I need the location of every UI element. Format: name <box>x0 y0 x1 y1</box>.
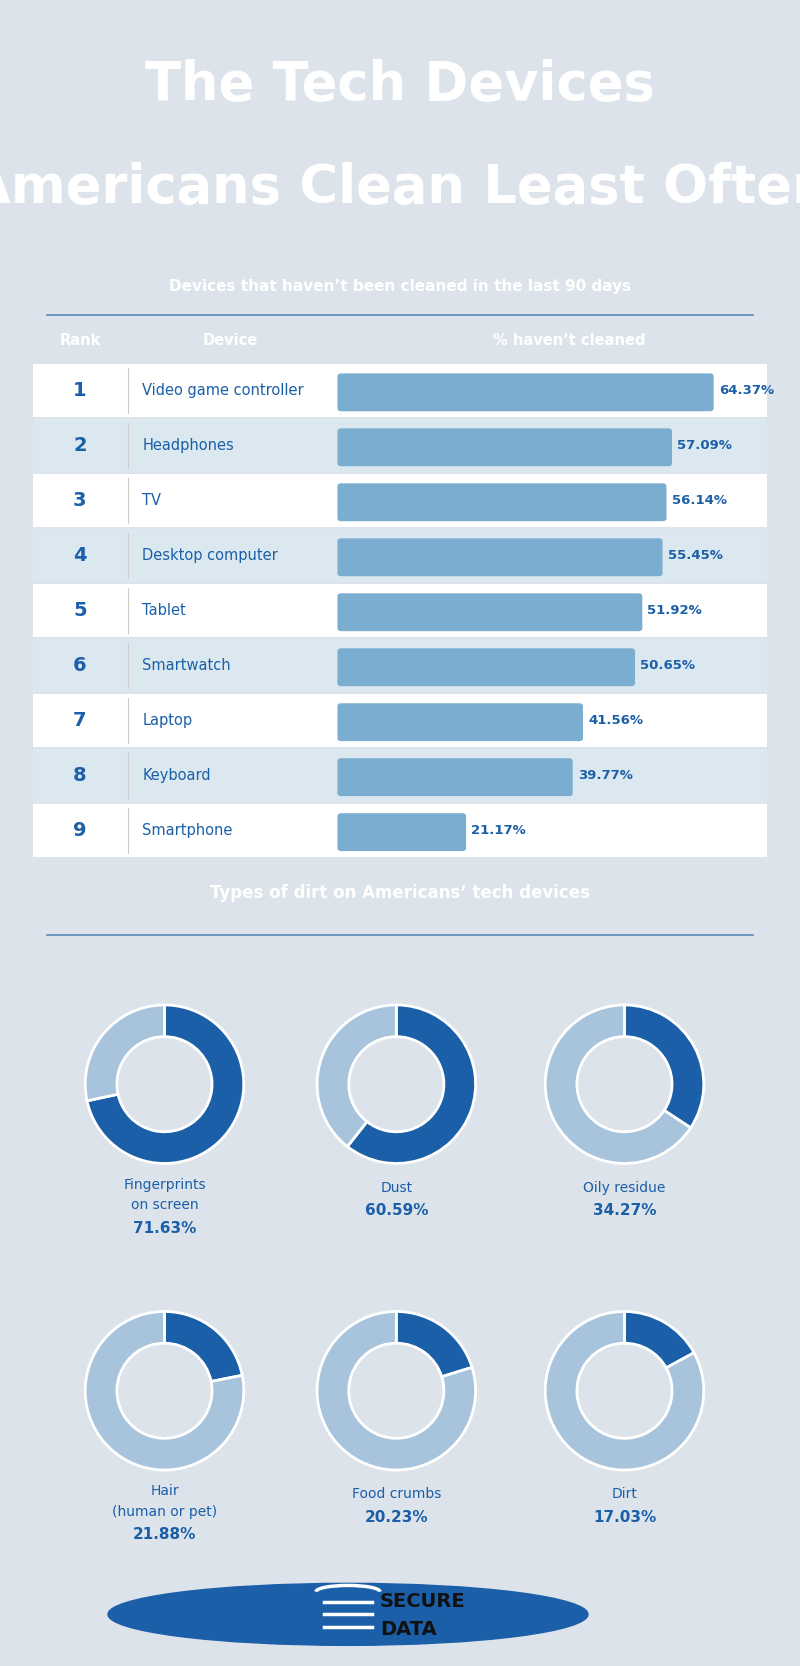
Text: Types of dirt on Americans’ tech devices: Types of dirt on Americans’ tech devices <box>210 883 590 901</box>
Text: Oily residue: Oily residue <box>583 1181 666 1195</box>
Text: Devices that haven’t been cleaned in the last 90 days: Devices that haven’t been cleaned in the… <box>169 280 631 295</box>
FancyBboxPatch shape <box>338 758 573 796</box>
FancyBboxPatch shape <box>33 530 767 581</box>
Text: 64.37%: 64.37% <box>719 385 774 397</box>
FancyBboxPatch shape <box>338 593 642 631</box>
Text: Food crumbs: Food crumbs <box>352 1488 441 1501</box>
FancyBboxPatch shape <box>338 703 583 741</box>
Text: on screen: on screen <box>130 1198 198 1213</box>
Text: 41.56%: 41.56% <box>588 715 643 726</box>
Text: The Tech Devices: The Tech Devices <box>145 58 655 110</box>
Text: 4: 4 <box>73 546 86 565</box>
Text: 21.17%: 21.17% <box>471 825 526 836</box>
Wedge shape <box>317 1005 396 1146</box>
Wedge shape <box>317 1311 475 1469</box>
Text: Device: Device <box>203 333 258 348</box>
FancyBboxPatch shape <box>338 648 635 686</box>
FancyBboxPatch shape <box>338 813 466 851</box>
FancyBboxPatch shape <box>33 420 767 471</box>
FancyBboxPatch shape <box>338 428 672 466</box>
Text: 50.65%: 50.65% <box>640 660 695 671</box>
Text: Video game controller: Video game controller <box>142 383 304 398</box>
Text: Keyboard: Keyboard <box>142 768 211 783</box>
FancyBboxPatch shape <box>33 695 767 746</box>
Wedge shape <box>546 1005 690 1163</box>
Text: 60.59%: 60.59% <box>365 1203 428 1218</box>
Text: 39.77%: 39.77% <box>578 770 633 781</box>
Text: 71.63%: 71.63% <box>133 1221 196 1236</box>
Wedge shape <box>165 1311 242 1381</box>
Wedge shape <box>396 1311 472 1376</box>
Text: 17.03%: 17.03% <box>593 1509 656 1524</box>
Text: 57.09%: 57.09% <box>677 440 732 451</box>
FancyBboxPatch shape <box>33 805 767 856</box>
Wedge shape <box>86 1311 244 1469</box>
Text: 3: 3 <box>73 491 86 510</box>
Text: Headphones: Headphones <box>142 438 234 453</box>
Text: 51.92%: 51.92% <box>647 605 702 616</box>
Text: Dirt: Dirt <box>611 1488 638 1501</box>
Text: 2: 2 <box>73 436 86 455</box>
Text: Laptop: Laptop <box>142 713 193 728</box>
Text: Hair: Hair <box>150 1484 178 1498</box>
Text: 8: 8 <box>73 766 86 785</box>
Text: 34.27%: 34.27% <box>593 1203 656 1218</box>
Text: Dust: Dust <box>380 1181 412 1195</box>
Text: 6: 6 <box>73 656 86 675</box>
Wedge shape <box>625 1311 694 1368</box>
FancyBboxPatch shape <box>338 483 666 521</box>
Text: SECURE: SECURE <box>380 1593 466 1611</box>
Text: Fingerprints: Fingerprints <box>123 1178 206 1191</box>
Text: 5: 5 <box>73 601 86 620</box>
Text: DATA: DATA <box>380 1621 437 1639</box>
Wedge shape <box>347 1005 475 1163</box>
FancyBboxPatch shape <box>33 640 767 691</box>
Text: Tablet: Tablet <box>142 603 186 618</box>
Wedge shape <box>87 1005 244 1163</box>
Text: Smartphone: Smartphone <box>142 823 233 838</box>
Text: 21.88%: 21.88% <box>133 1528 196 1543</box>
Text: TV: TV <box>142 493 162 508</box>
Text: Smartwatch: Smartwatch <box>142 658 231 673</box>
Text: (human or pet): (human or pet) <box>112 1504 217 1519</box>
Wedge shape <box>625 1005 704 1128</box>
FancyBboxPatch shape <box>33 750 767 801</box>
Wedge shape <box>546 1311 704 1469</box>
Text: Desktop computer: Desktop computer <box>142 548 278 563</box>
FancyBboxPatch shape <box>338 538 662 576</box>
Text: Americans Clean Least Often: Americans Clean Least Often <box>0 162 800 215</box>
Text: Rank: Rank <box>59 333 101 348</box>
Text: 9: 9 <box>73 821 86 840</box>
FancyBboxPatch shape <box>33 365 767 416</box>
Wedge shape <box>86 1005 165 1101</box>
Text: 7: 7 <box>73 711 86 730</box>
Text: 56.14%: 56.14% <box>672 495 726 506</box>
Text: 1: 1 <box>73 382 86 400</box>
Circle shape <box>108 1583 588 1646</box>
FancyBboxPatch shape <box>33 475 767 526</box>
Text: 20.23%: 20.23% <box>365 1509 428 1524</box>
Text: 55.45%: 55.45% <box>668 550 722 561</box>
Text: % haven’t cleaned: % haven’t cleaned <box>493 333 646 348</box>
FancyBboxPatch shape <box>33 585 767 636</box>
FancyBboxPatch shape <box>338 373 714 412</box>
